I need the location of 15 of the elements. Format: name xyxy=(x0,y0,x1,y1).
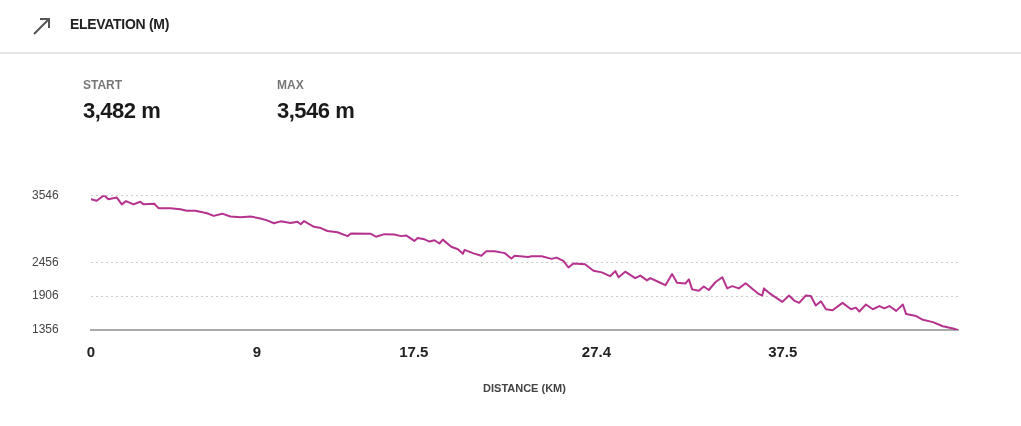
text: 3,482 m xyxy=(83,98,162,124)
text: MAX xyxy=(277,78,305,92)
x-tick-label: 37.5 xyxy=(768,343,798,361)
chart-title: ELEVATION (M) xyxy=(70,16,170,32)
x-tick-label: 9 xyxy=(252,343,262,361)
x-tick-label: 0 xyxy=(86,343,96,361)
x-axis-title: DISTANCE (KM) xyxy=(483,382,567,395)
text: START xyxy=(83,78,124,92)
y-tick-label: 2456 xyxy=(32,254,60,269)
text: 3,546 m xyxy=(277,98,356,124)
x-tick-label: 17.5 xyxy=(399,343,429,361)
y-tick-label: 1906 xyxy=(32,288,60,303)
x-tick-label: 27.4 xyxy=(581,343,612,361)
y-tick-label: 1356 xyxy=(32,322,60,337)
y-tick-label: 3546 xyxy=(32,187,60,202)
